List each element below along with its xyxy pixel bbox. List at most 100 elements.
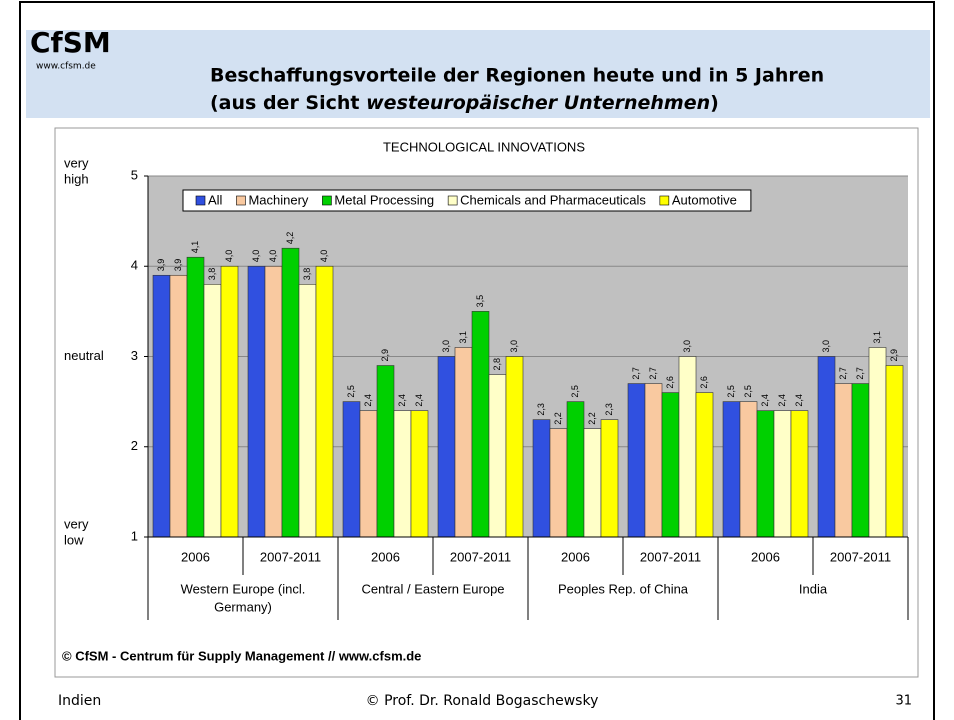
legend-swatch	[447, 195, 458, 206]
value-label: 4,0	[268, 250, 278, 263]
header-band	[26, 30, 930, 118]
value-label: 2,4	[363, 394, 373, 407]
value-label: 3,0	[441, 340, 451, 353]
region-label: Western Europe (incl.	[181, 581, 306, 596]
value-label: 3,0	[509, 340, 519, 353]
bar	[868, 347, 887, 538]
bar	[695, 392, 714, 538]
value-label: 2,5	[726, 385, 736, 398]
value-label: 2,9	[889, 349, 899, 362]
footer-left: Indien	[58, 693, 101, 709]
value-label: 2,3	[604, 403, 614, 416]
legend: All Machinery Metal Processing Chemicals an…	[182, 189, 752, 212]
y-tick-label: 4	[131, 258, 138, 273]
subtitle-part: (aus der Sicht	[210, 92, 366, 114]
slide-subtitle: (aus der Sicht westeuropäischer Unterneh…	[210, 92, 719, 114]
bar	[722, 401, 741, 538]
bar	[186, 256, 205, 538]
legend-swatch	[659, 195, 670, 206]
bar	[376, 365, 395, 538]
region-label: Peoples Rep. of China	[558, 581, 689, 596]
bar	[454, 347, 473, 538]
page-number: 31	[895, 694, 912, 709]
bar	[790, 410, 809, 538]
bar	[566, 401, 585, 538]
value-label: 2,4	[794, 394, 804, 407]
region-label: India	[799, 581, 828, 596]
logo: CfSM	[30, 26, 111, 59]
value-label: 3,8	[302, 268, 312, 281]
chart-source: © CfSM - Centrum für Supply Management /…	[62, 648, 421, 663]
value-label: 2,5	[346, 385, 356, 398]
bar	[169, 274, 188, 538]
bar	[885, 365, 904, 538]
logo-url: www.cfsm.de	[36, 62, 96, 72]
value-label: 2,7	[838, 367, 848, 380]
value-label: 2,7	[648, 367, 658, 380]
value-label: 2,3	[536, 403, 546, 416]
bar	[661, 392, 680, 538]
value-label: 2,6	[699, 376, 709, 389]
y-annotation: high	[64, 171, 89, 186]
bar	[678, 356, 697, 538]
value-label: 3,1	[458, 331, 468, 344]
slide-title: Beschaffungsvorteile der Regionen heute …	[210, 65, 824, 87]
bar	[152, 274, 171, 538]
bar	[247, 265, 266, 538]
bar	[549, 428, 568, 538]
y-tick-label: 3	[131, 348, 138, 363]
value-label: 3,0	[682, 340, 692, 353]
subtitle-part: westeuropäischer Unternehmen	[366, 92, 710, 114]
bar	[851, 383, 870, 538]
value-label: 2,4	[760, 394, 770, 407]
bar	[532, 419, 551, 538]
subtitle-part: )	[710, 92, 719, 114]
y-tick-label: 2	[131, 438, 138, 453]
value-label: 2,4	[777, 394, 787, 407]
value-label: 4,0	[224, 250, 234, 263]
value-label: 2,5	[570, 385, 580, 398]
value-label: 2,9	[380, 349, 390, 362]
y-annotation: very	[64, 516, 89, 531]
value-label: 2,2	[553, 412, 563, 425]
value-label: 2,7	[631, 367, 641, 380]
y-tick-label: 1	[131, 528, 138, 543]
bar	[627, 383, 646, 538]
bar	[739, 401, 758, 538]
bar	[264, 265, 283, 538]
legend-label: Metal Processing	[334, 192, 434, 207]
value-label: 4,0	[251, 250, 261, 263]
bar	[834, 383, 853, 538]
value-label: 2,6	[665, 376, 675, 389]
bar	[644, 383, 663, 538]
x-tick-label: 2007-2011	[260, 549, 321, 564]
bar	[393, 410, 412, 538]
y-annotation: very	[64, 155, 89, 170]
value-label: 2,5	[743, 385, 753, 398]
x-tick-label: 2007-2011	[450, 549, 511, 564]
value-label: 3,9	[173, 259, 183, 272]
region-label: Central / Eastern Europe	[361, 581, 504, 596]
legend-label: Chemicals and Pharmaceuticals	[460, 192, 646, 207]
value-label: 4,2	[285, 232, 295, 245]
bar	[437, 356, 456, 538]
x-tick-label: 2007-2011	[640, 549, 701, 564]
bar	[315, 265, 334, 538]
legend-swatch	[195, 195, 206, 206]
bar	[359, 410, 378, 538]
bar	[583, 428, 602, 538]
legend-swatch	[322, 195, 332, 206]
value-label: 2,4	[414, 394, 424, 407]
bar	[471, 311, 490, 538]
bar	[773, 410, 792, 538]
value-label: 2,2	[587, 412, 597, 425]
bar	[488, 374, 507, 538]
value-label: 4,1	[190, 241, 200, 254]
region-label: Germany)	[214, 599, 272, 614]
footer-center: © Prof. Dr. Ronald Bogaschewsky	[366, 693, 599, 709]
value-label: 4,0	[319, 250, 329, 263]
bar	[203, 283, 222, 538]
bar	[505, 356, 524, 538]
bar	[410, 410, 429, 538]
